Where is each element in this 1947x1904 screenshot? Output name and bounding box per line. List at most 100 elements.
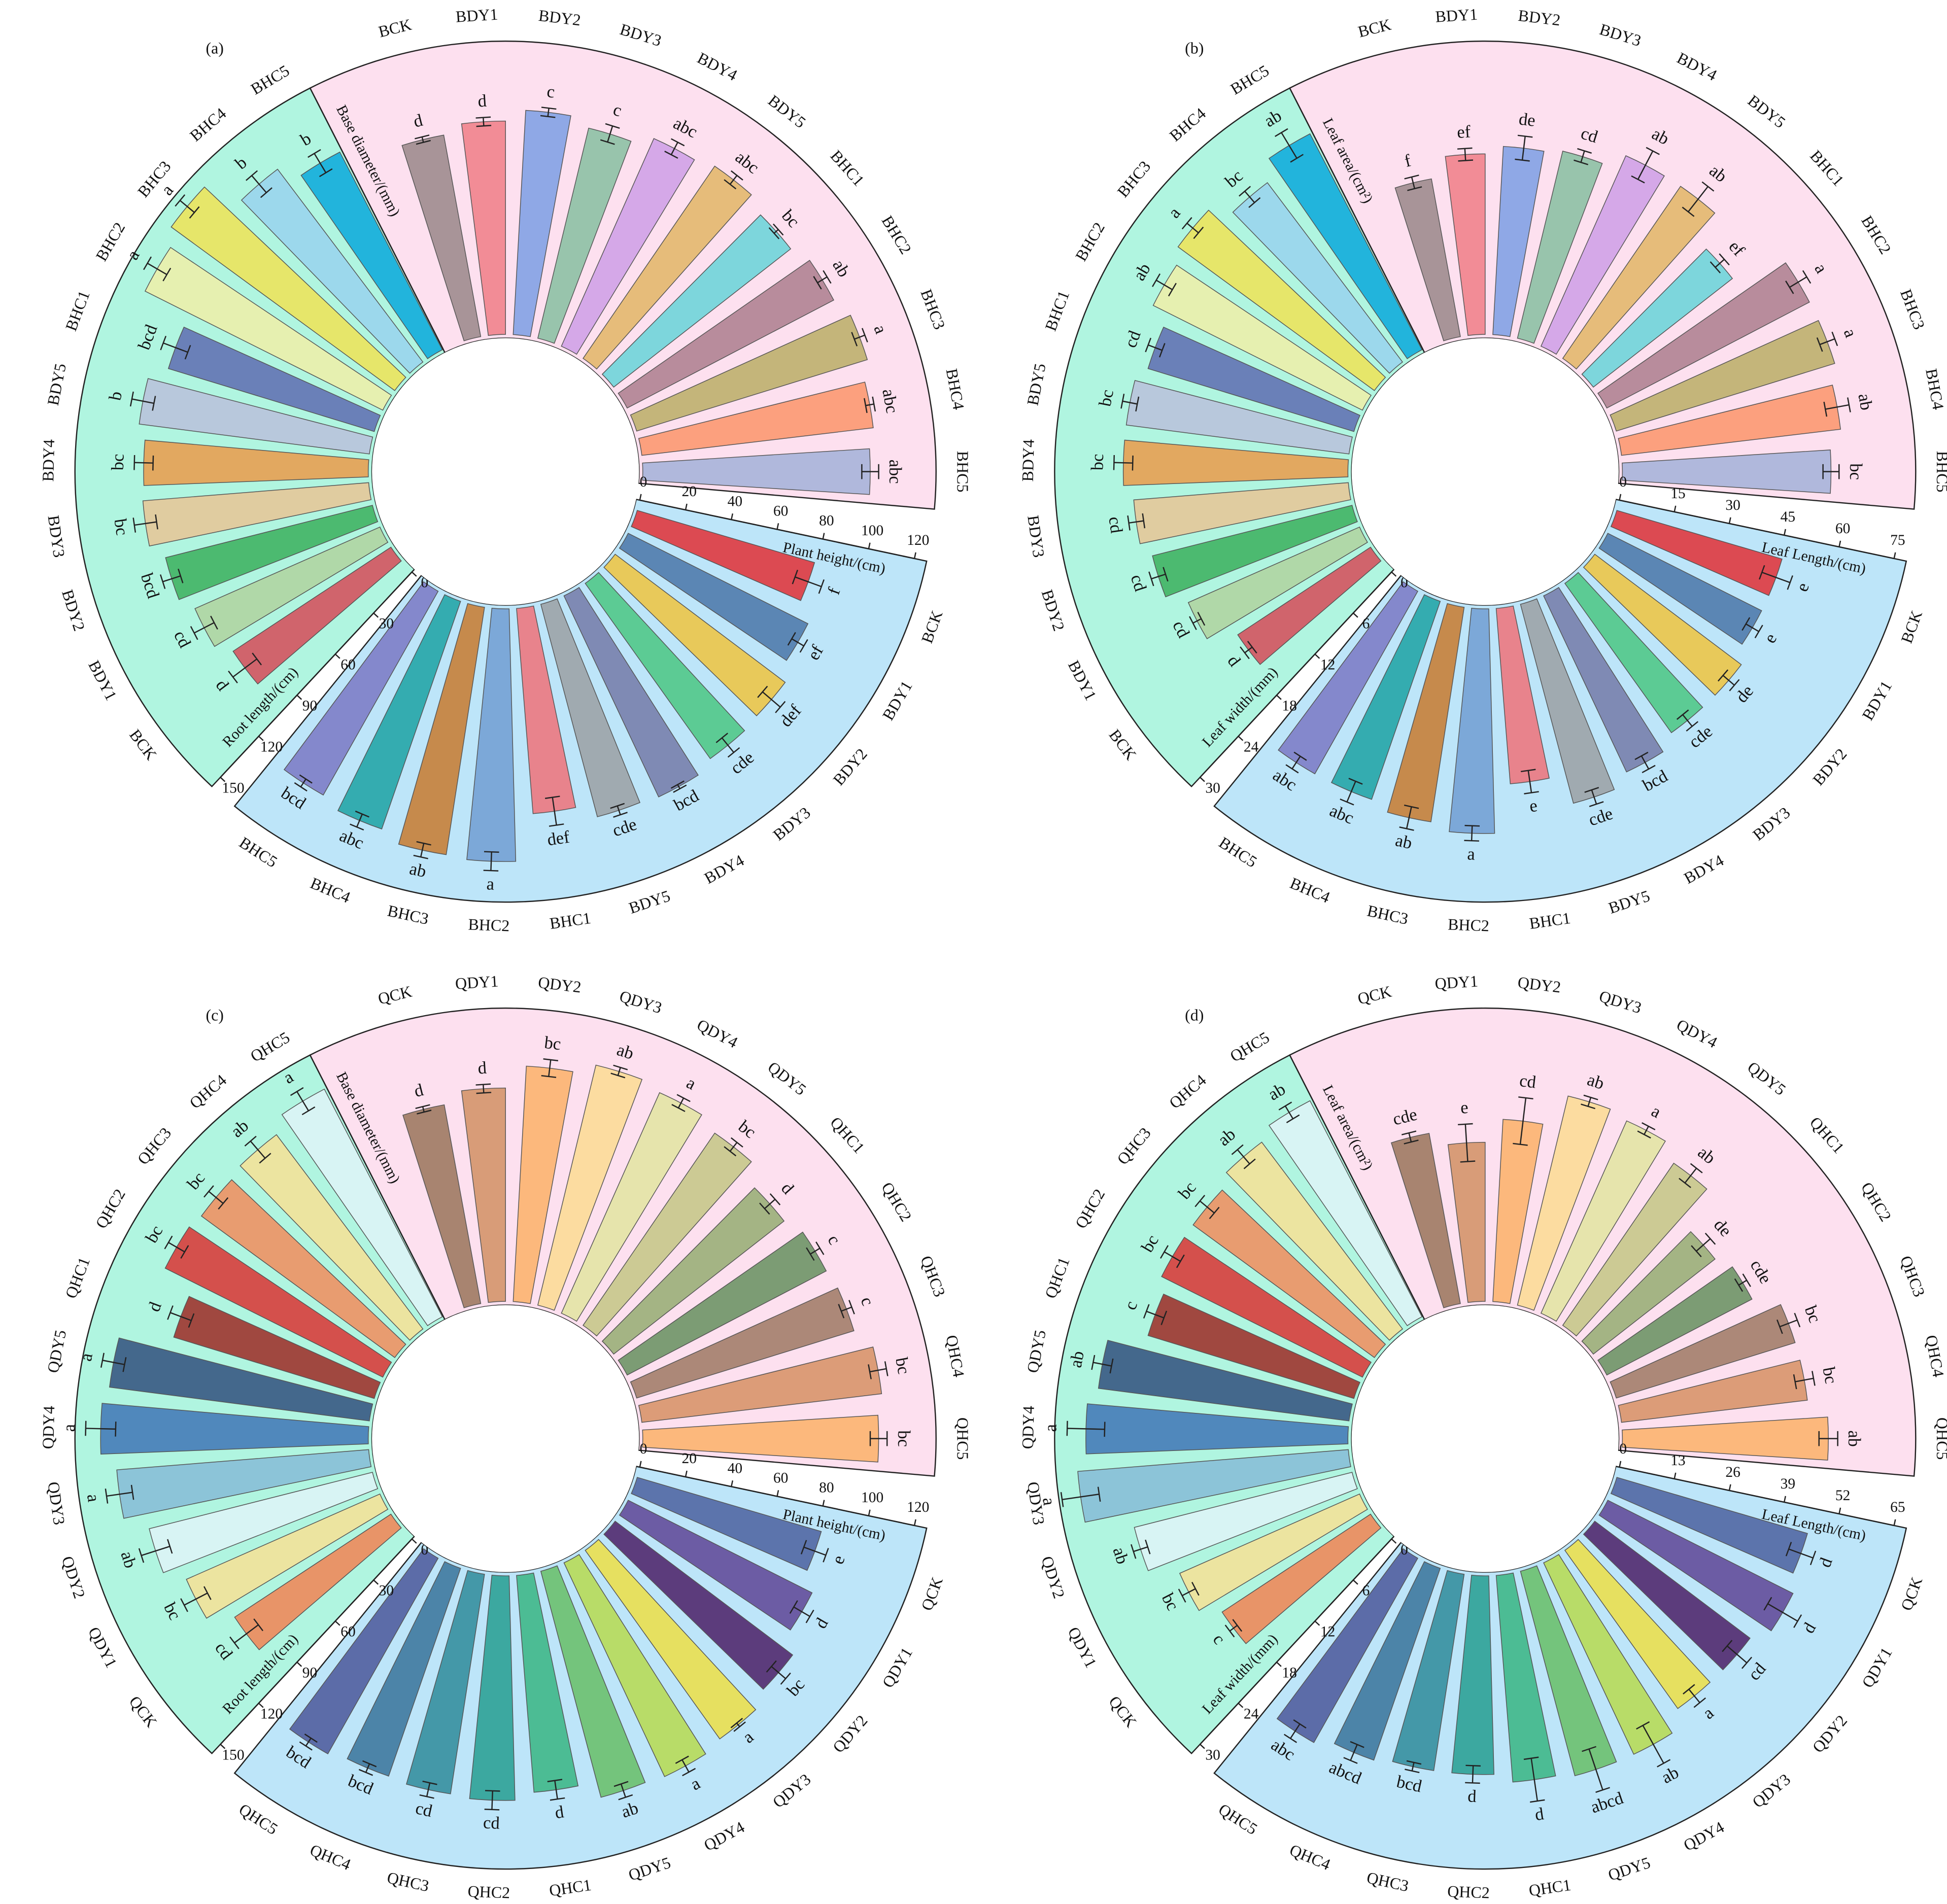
error-bar (1718, 669, 1740, 691)
bar (167, 326, 381, 432)
category-label: QDY4 (701, 1818, 747, 1855)
error-bar (806, 1241, 825, 1261)
bar (1520, 1565, 1617, 1777)
error-bar (1676, 709, 1698, 732)
error-cap (1458, 1123, 1473, 1126)
error-cap (1776, 1319, 1783, 1334)
error-stem (1290, 1723, 1301, 1739)
tick-label: 20 (681, 483, 697, 500)
panel-label: (a) (206, 40, 223, 57)
error-stem (300, 778, 306, 787)
error-stem (1825, 404, 1850, 410)
error-bar (1404, 175, 1422, 191)
tick-mark (776, 523, 779, 530)
error-cap (1097, 1486, 1101, 1502)
axis-line (220, 1538, 413, 1745)
error-bar (190, 615, 218, 640)
tick-label: 150 (222, 1747, 244, 1763)
bar (200, 1179, 406, 1358)
category-label: QDY4 (1019, 1406, 1038, 1449)
category-label: BHC3 (917, 287, 948, 332)
bar (1598, 533, 1762, 645)
error-cap (416, 841, 431, 846)
category-label: QDY1 (1065, 1624, 1100, 1671)
tick-mark (411, 1538, 417, 1544)
error-cap (1209, 1206, 1220, 1220)
significance-letter: ab (1393, 830, 1414, 853)
bar (1268, 133, 1423, 359)
bar (1622, 449, 1832, 494)
error-cap (1517, 134, 1533, 138)
error-cap (730, 1718, 743, 1728)
center-hole (372, 1305, 639, 1572)
bar (143, 439, 369, 486)
error-cap (1741, 617, 1751, 631)
error-bar (85, 1421, 117, 1437)
bar (1134, 1472, 1358, 1571)
category-label: BHC5 (248, 61, 292, 98)
error-bar (1513, 1096, 1533, 1146)
error-cap (1406, 1760, 1422, 1765)
error-cap (541, 107, 557, 110)
error-stem (1587, 1097, 1592, 1107)
error-cap (422, 1780, 437, 1785)
tick-mark (1619, 1461, 1622, 1468)
error-bar (1683, 1684, 1706, 1708)
error-stem (729, 175, 738, 185)
bar (1221, 1513, 1382, 1644)
tick-mark (731, 1480, 734, 1487)
tick-mark (731, 513, 734, 520)
error-cap (757, 685, 768, 698)
error-cap (543, 1058, 559, 1061)
bar (583, 1132, 752, 1337)
error-stem (1406, 806, 1412, 829)
bar (1330, 594, 1441, 800)
error-stem (1067, 1428, 1105, 1430)
error-cap (210, 615, 218, 630)
error-stem (617, 1067, 621, 1076)
tick-mark (220, 777, 226, 782)
category-label: QHC2 (1072, 1186, 1108, 1232)
tick-mark (1838, 1507, 1841, 1514)
tick-mark (1893, 1519, 1896, 1526)
bar (1232, 182, 1404, 374)
category-label: BDY5 (1607, 887, 1652, 917)
bar (1618, 385, 1841, 456)
error-bar (1178, 1581, 1200, 1603)
error-bar (483, 851, 499, 872)
error-cap (670, 138, 685, 147)
error-cap (1224, 1624, 1235, 1638)
error-cap (475, 116, 491, 119)
significance-letter: ab (1854, 392, 1876, 412)
error-stem (841, 1306, 852, 1312)
error-cap (618, 1794, 633, 1801)
bar (516, 1572, 579, 1793)
bar (1225, 1141, 1404, 1341)
category-label: BHC4 (308, 874, 353, 907)
bar (281, 1088, 443, 1326)
bar (1562, 1162, 1707, 1337)
category-label: BHC2 (1448, 916, 1490, 935)
error-bar (541, 1058, 559, 1078)
error-stem (1642, 1725, 1664, 1764)
bar (1077, 1449, 1351, 1523)
significance-letter: bc (1095, 388, 1117, 408)
error-stem (250, 1140, 266, 1159)
category-label: BDY1 (879, 678, 915, 723)
tick-mark (1238, 736, 1244, 741)
error-cap (1524, 791, 1539, 794)
error-cap (1275, 128, 1288, 137)
category-label: QHC5 (954, 1417, 972, 1460)
tick-label: 90 (302, 698, 318, 714)
error-cap (188, 1313, 195, 1328)
bar (100, 1403, 369, 1455)
error-bar (610, 803, 628, 818)
error-cap (1401, 1130, 1417, 1135)
tick-mark (1784, 529, 1786, 536)
error-bar (1634, 751, 1656, 774)
error-stem (670, 142, 678, 155)
category-label: QHC1 (1528, 1876, 1573, 1900)
bar (1517, 151, 1603, 344)
error-cap (129, 391, 134, 407)
error-bar (1143, 1304, 1168, 1325)
